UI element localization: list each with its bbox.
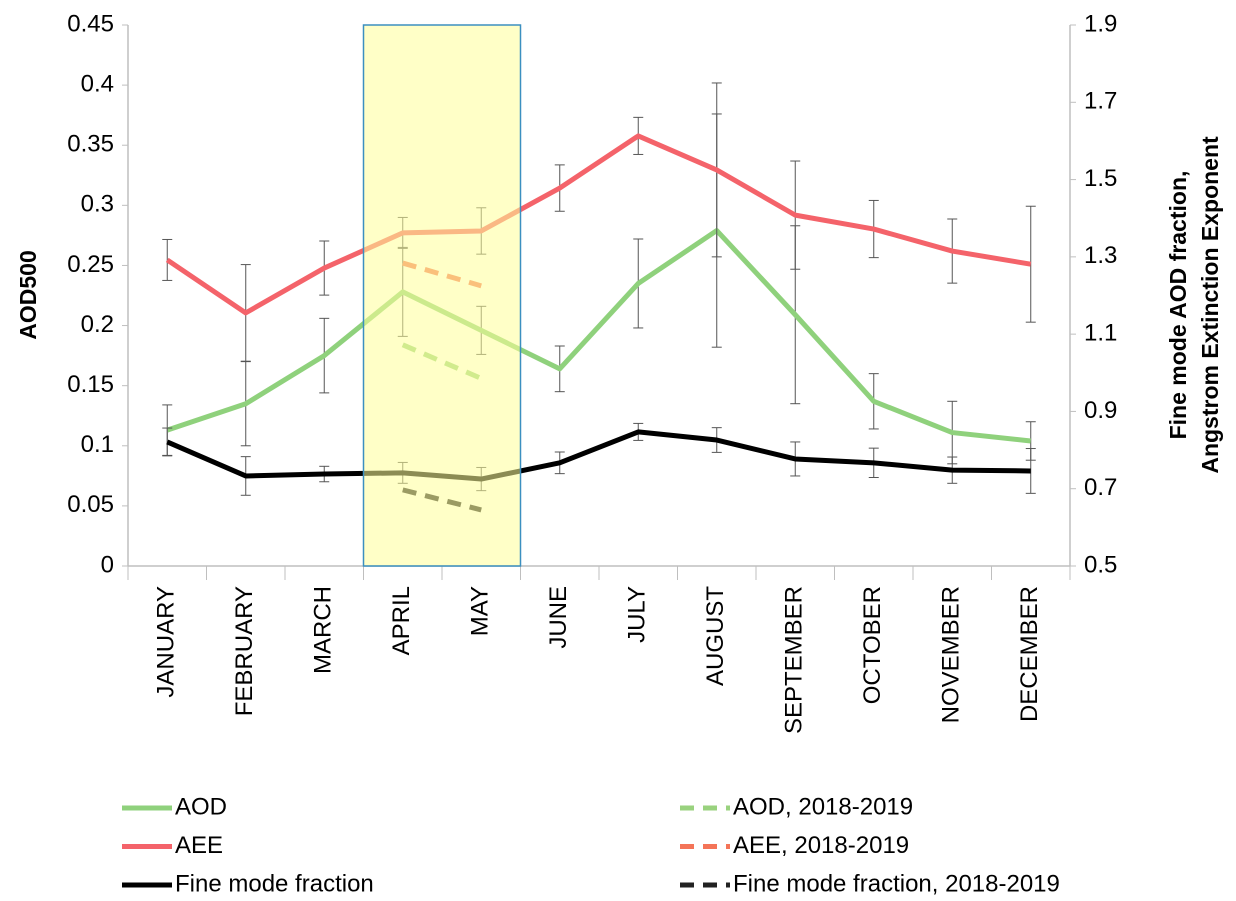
y-tick-label: 0.4 — [81, 70, 114, 97]
x-tick-label: MARCH — [310, 586, 337, 674]
x-tick-label: MAY — [467, 586, 494, 636]
y2-axis-title: Angstrom Extinction Exponent — [1197, 136, 1223, 474]
y-tick-label: 0.15 — [67, 371, 114, 398]
y-tick-label: 0.35 — [67, 131, 114, 158]
legend-label: Fine mode fraction, 2018-2019 — [733, 870, 1060, 897]
y2-tick-label: 1.7 — [1084, 88, 1117, 115]
y-tick-label: 0.25 — [67, 251, 114, 278]
y2-tick-label: 1.9 — [1084, 10, 1117, 37]
x-tick-label: NOVEMBER — [938, 586, 965, 723]
y2-tick-label: 1.1 — [1084, 319, 1117, 346]
y2-axis-title: Fine mode AOD fraction, — [1165, 171, 1191, 440]
x-tick-label: DECEMBER — [1016, 586, 1043, 722]
x-tick-label: AUGUST — [702, 586, 729, 686]
y-axis-title: AOD500 — [15, 250, 41, 339]
x-tick-label: FEBRUARY — [231, 586, 258, 716]
series-line — [165, 133, 1032, 316]
legend-label: AOD — [175, 793, 227, 820]
legend-label: Fine mode fraction — [175, 870, 374, 897]
highlight-region — [362, 24, 522, 567]
x-tick-label: OCTOBER — [859, 586, 886, 704]
x-tick-label: JUNE — [545, 586, 572, 649]
x-tick-label: JANUARY — [153, 586, 180, 698]
legend-label: AEE — [175, 832, 223, 859]
y2-tick-label: 0.5 — [1084, 551, 1117, 578]
legend-label: AOD, 2018-2019 — [733, 793, 913, 820]
y2-tick-label: 1.5 — [1084, 165, 1117, 192]
series-line — [166, 228, 1032, 444]
y2-tick-label: 0.7 — [1084, 474, 1117, 501]
x-tick-label: APRIL — [388, 586, 415, 655]
y-tick-label: 0.05 — [67, 491, 114, 518]
x-tick-label: SEPTEMBER — [781, 586, 808, 734]
y-tick-label: 0 — [101, 551, 114, 578]
y-tick-label: 0.1 — [81, 431, 114, 458]
y2-tick-label: 0.9 — [1084, 397, 1117, 424]
series-line — [166, 429, 1031, 482]
y-tick-label: 0.3 — [81, 191, 114, 218]
x-tick-label: JULY — [624, 586, 651, 643]
y-tick-label: 0.2 — [81, 311, 114, 338]
y-tick-label: 0.45 — [67, 10, 114, 37]
legend-label: AEE, 2018-2019 — [733, 832, 909, 859]
y2-tick-label: 1.3 — [1084, 242, 1117, 269]
